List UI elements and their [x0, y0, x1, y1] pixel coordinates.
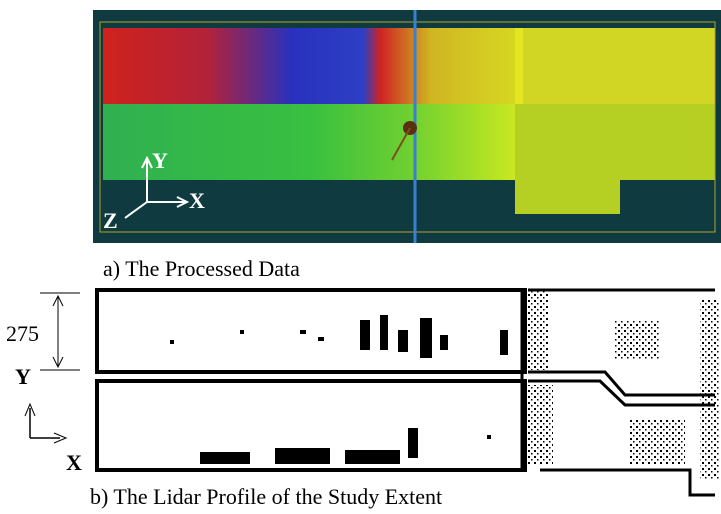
- panel-a-image: Y X Z: [93, 10, 721, 243]
- axis-label-z: Z: [103, 208, 118, 233]
- axis-label-y: Y: [152, 148, 168, 173]
- figure: Y X Z a) The Processed Data: [0, 0, 721, 514]
- axis-label-y: Y: [15, 364, 31, 389]
- axis-label-x: X: [189, 188, 205, 213]
- axis-label-x: X: [66, 450, 82, 475]
- panel-b-image: 275 Y X: [6, 290, 720, 495]
- caption-a: a) The Processed Data: [103, 256, 300, 281]
- caption-b: b) The Lidar Profile of the Study Extent: [90, 484, 442, 509]
- dimension-label: 275: [6, 321, 39, 346]
